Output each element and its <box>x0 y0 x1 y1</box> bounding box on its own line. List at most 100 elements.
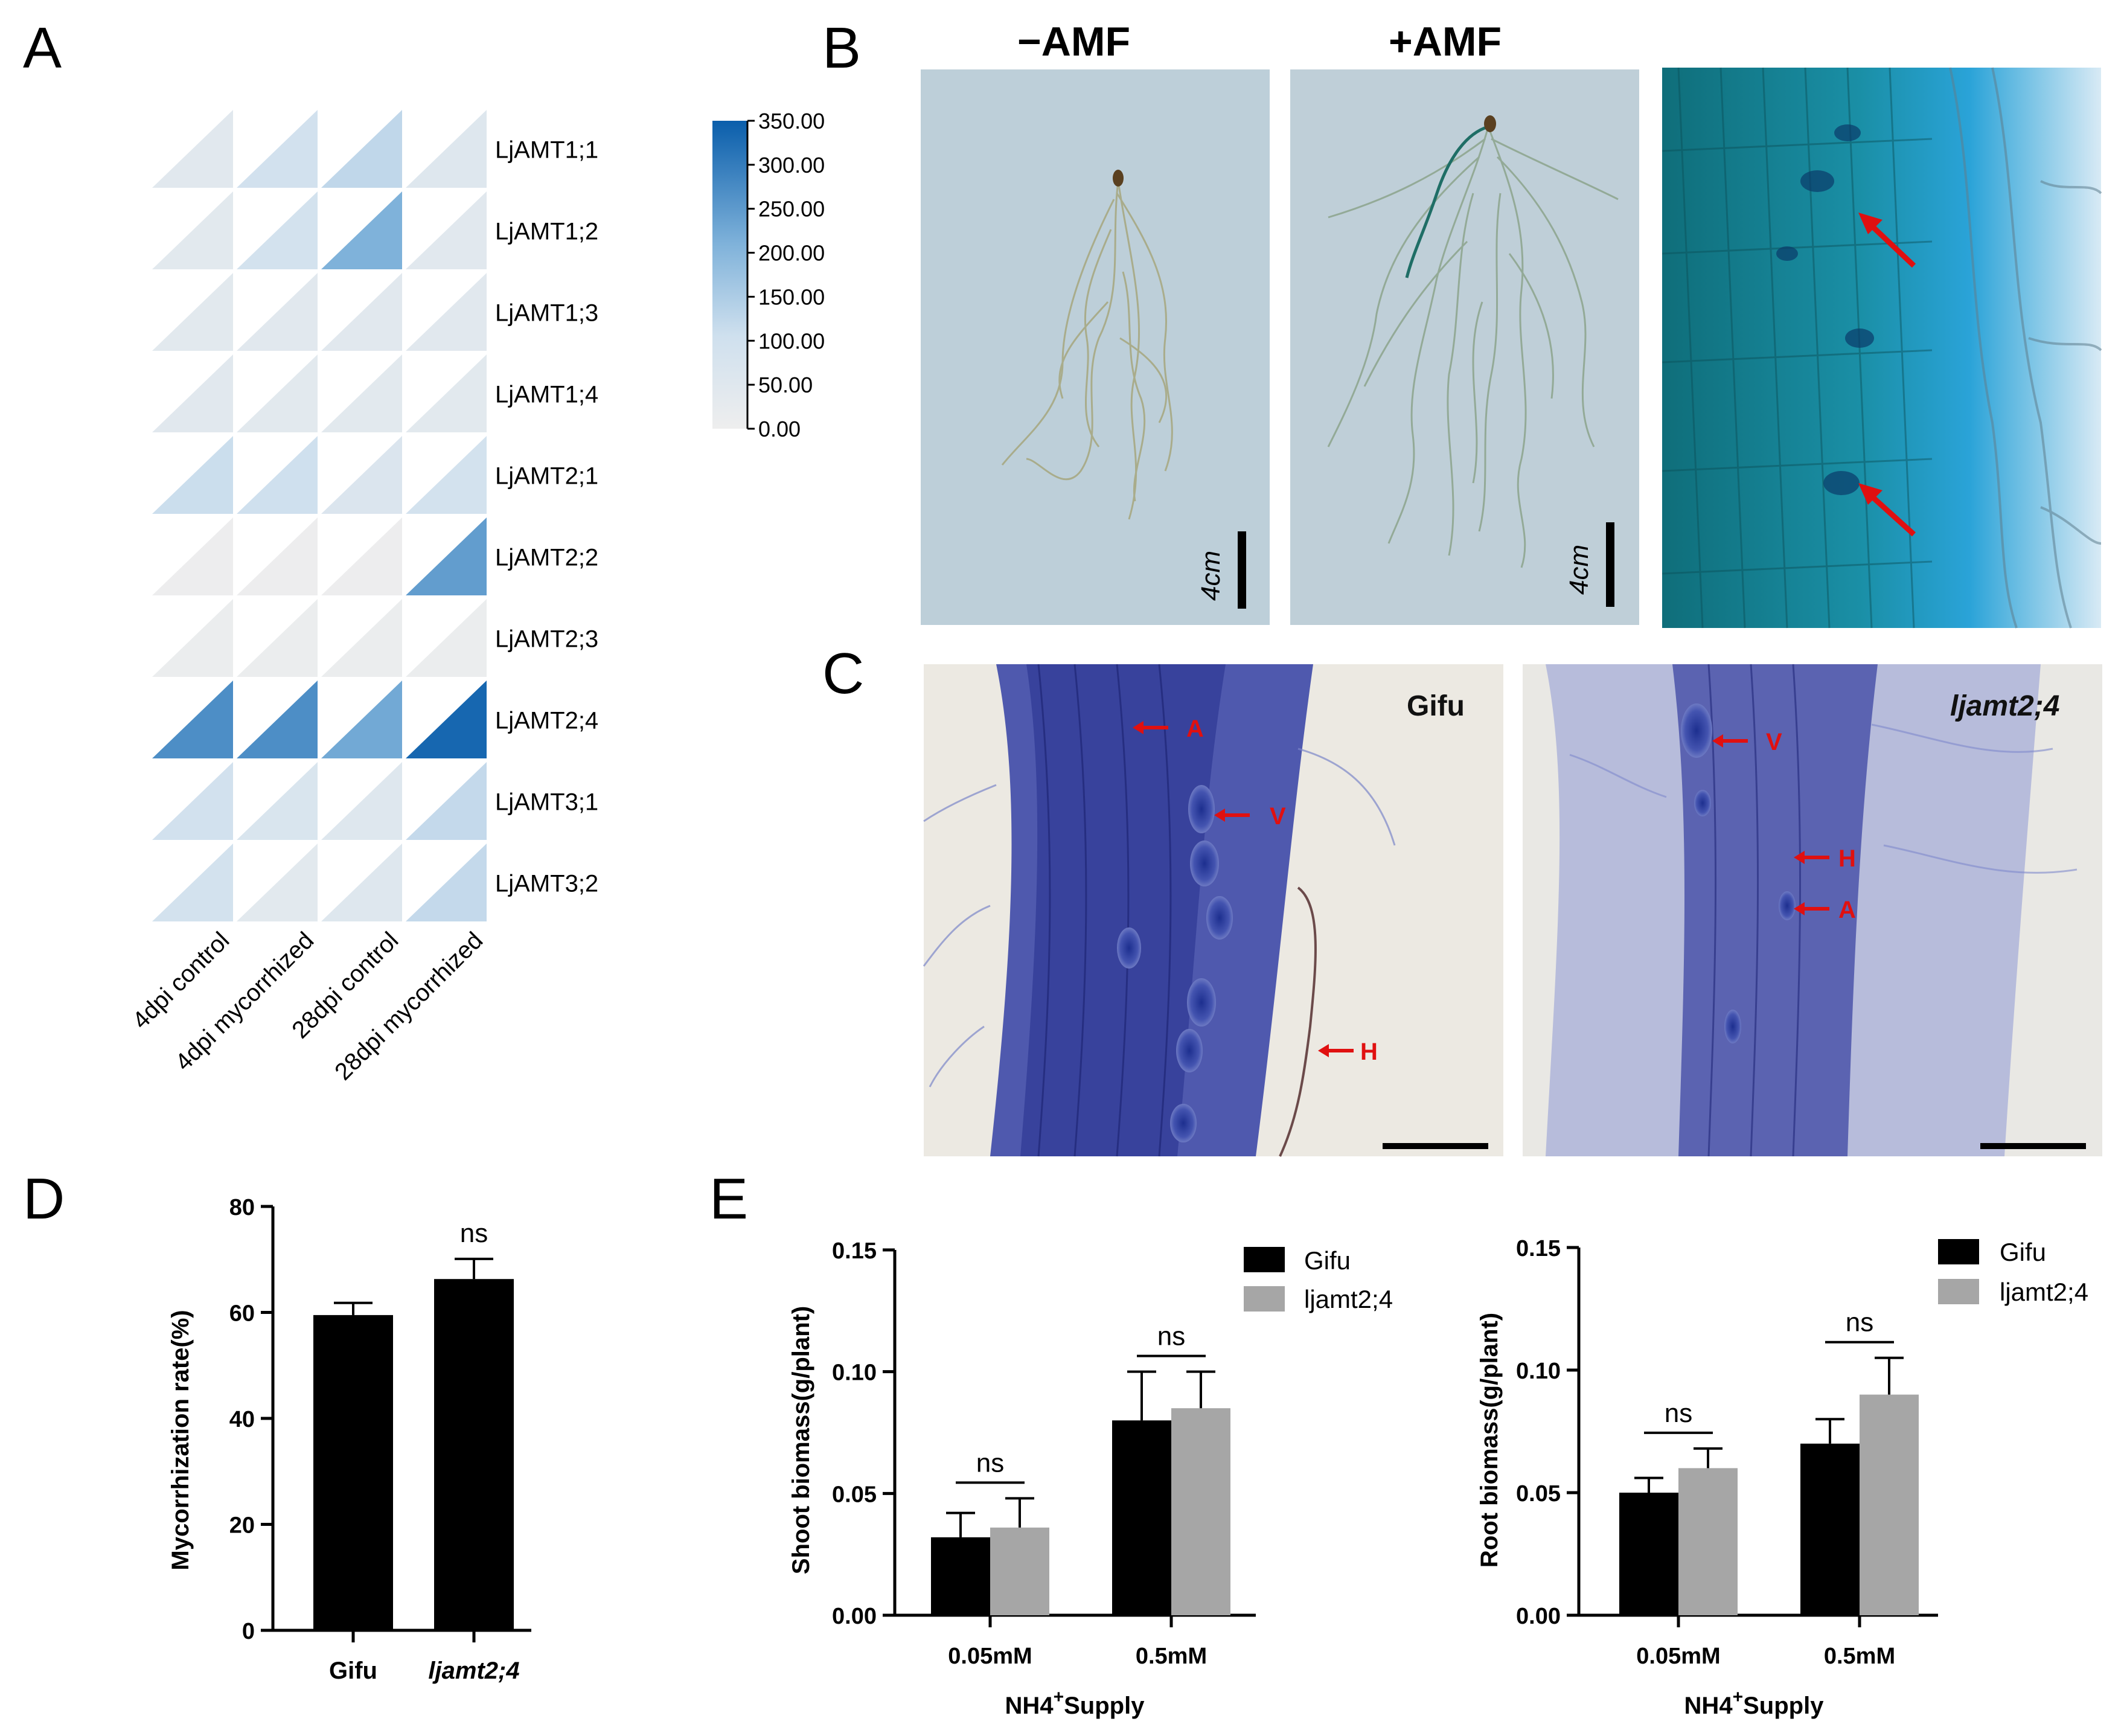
heatmap-cell <box>237 681 318 758</box>
heatmap-cell <box>406 191 487 269</box>
heatmap-cell <box>321 273 402 351</box>
gene-label: LjAMT2;1 <box>495 463 598 490</box>
heatmap-cell <box>321 517 402 595</box>
colorbar-gradient <box>712 121 747 429</box>
red-arrow <box>1858 483 1916 537</box>
marker-arrow: V <box>1712 729 1782 755</box>
heatmap-cell <box>237 354 318 432</box>
heatmap-cell <box>321 110 402 188</box>
heatmap-cell <box>152 354 233 432</box>
marker-arrow: A <box>1133 716 1204 742</box>
colorbar-tick-label: 300.00 <box>758 153 825 178</box>
heatmap-cell <box>237 273 318 351</box>
bar <box>434 1279 514 1630</box>
y-tick-label: 0.10 <box>1516 1359 1561 1384</box>
gene-label: LjAMT1;4 <box>495 382 598 408</box>
panel-label-d: D <box>23 1167 65 1231</box>
heatmap-cell <box>237 762 318 840</box>
heatmap-cell <box>152 762 233 840</box>
colorbar-ticks: 350.00 300.00 250.00 200.00 150.00 100.00 50.0… <box>746 109 825 441</box>
e-left-xlabel: NH4+Supply <box>1005 1687 1145 1719</box>
minus-amf-label: −AMF <box>1017 19 1130 65</box>
y-tick-label: 0.15 <box>832 1238 877 1264</box>
scale-bar <box>1980 1143 2086 1149</box>
legend-label-ljamt24: ljamt2;4 <box>2000 1278 2088 1306</box>
colorbar: 350.00 300.00 250.00 200.00 150.00 100.00 50.0… <box>712 109 825 441</box>
gene-label: LjAMT2;4 <box>495 708 598 734</box>
heatmap-cell <box>406 110 487 188</box>
heatmap-cell <box>321 762 402 840</box>
colorbar-tick-label: 200.00 <box>758 241 825 266</box>
marker-arrow: H <box>1794 845 1856 872</box>
y-tick-label: 0 <box>242 1619 255 1644</box>
condition-label: 4dpi mycorrhized <box>170 927 319 1075</box>
scale-label-minus: 4cm <box>1196 551 1226 601</box>
heatmap-cell <box>406 273 487 351</box>
heatmap-cell <box>321 191 402 269</box>
legend-swatch-ljamt24 <box>1938 1279 1979 1304</box>
gene-label: LjAMT1;1 <box>495 137 598 164</box>
condition-label: 28dpi mycorrhized <box>330 927 488 1085</box>
y-tick-label: 0.00 <box>832 1604 877 1629</box>
legend-label-gifu: Gifu <box>1304 1246 1351 1275</box>
significance-label: ns <box>460 1219 488 1248</box>
legend-label-gifu: Gifu <box>2000 1238 2046 1266</box>
heatmap-cell <box>406 354 487 432</box>
legend-swatch-gifu <box>1244 1247 1285 1272</box>
y-tick-label: 60 <box>229 1301 255 1327</box>
red-arrow <box>1858 213 1916 268</box>
scale-bar-plus: 4cm <box>1564 522 1614 607</box>
gene-label: LjAMT3;2 <box>495 871 598 897</box>
heatmap-cell <box>406 599 487 677</box>
e-left-ylabel: Shoot biomass(g/plant) <box>788 1306 814 1574</box>
scale-label-plus: 4cm <box>1564 545 1594 595</box>
d-xtick-ljamt24: ljamt2;4 <box>428 1658 519 1684</box>
marker-arrow: H <box>1318 1039 1378 1065</box>
photo-plus-amf: 4cm <box>1290 69 1639 625</box>
marker-label: V <box>1766 729 1782 755</box>
y-tick-label: 0.05 <box>832 1482 877 1507</box>
photo-minus-amf: 4cm <box>921 69 1270 625</box>
heatmap-cell <box>152 273 233 351</box>
d-ylabel: Mycorrhization rate(%) <box>167 1310 194 1570</box>
plus-amf-label: +AMF <box>1389 19 1502 65</box>
panel-label-c: C <box>822 641 864 706</box>
bar <box>990 1527 1049 1615</box>
legend-root: Gifu ljamt2;4 <box>1938 1238 2088 1306</box>
bar <box>1112 1420 1171 1615</box>
heatmap-cell <box>152 110 233 188</box>
colorbar-tick-label: 250.00 <box>758 197 825 222</box>
marker-label: H <box>1838 845 1856 872</box>
ljamt24-photo-label: ljamt2;4 <box>1950 690 2059 722</box>
heatmap-cell <box>321 436 402 514</box>
bar <box>1678 1468 1738 1615</box>
heatmap-cell <box>321 681 402 758</box>
marker-label: A <box>1838 897 1856 923</box>
y-tick-label: 0.00 <box>1516 1604 1561 1629</box>
bar <box>313 1315 393 1630</box>
heatmap-cell <box>152 844 233 921</box>
heatmap-cell <box>237 599 318 677</box>
legend-label-ljamt24: ljamt2;4 <box>1304 1285 1393 1313</box>
heatmap <box>152 110 487 921</box>
heatmap-cell <box>237 844 318 921</box>
panel-label-a: A <box>23 16 62 80</box>
y-tick-label: 0.15 <box>1516 1236 1561 1261</box>
colorbar-tick-label: 50.00 <box>758 373 813 397</box>
y-tick-label: 80 <box>229 1195 255 1220</box>
scale-bar-minus: 4cm <box>1196 531 1246 609</box>
significance-label: ns <box>1665 1398 1692 1428</box>
chart-shoot-biomass: 0.00 0.05 0.10 0.15 0.05mM ns 0.5mM ns <box>832 1238 1256 1669</box>
heatmap-cell <box>152 681 233 758</box>
y-tick-label: 0.10 <box>832 1360 877 1386</box>
significance-label: ns <box>1157 1322 1185 1351</box>
significance-label: ns <box>1846 1308 1873 1337</box>
marker-arrow: V <box>1214 803 1286 830</box>
marker-label: V <box>1270 803 1286 830</box>
photo-gifu-micrograph: Gifu A V H <box>923 664 1503 1157</box>
x-tick-label: 0.5mM <box>1136 1644 1207 1669</box>
gene-label: LjAMT2;2 <box>495 545 598 571</box>
colorbar-tick-label: 100.00 <box>758 328 825 353</box>
heatmap-cell <box>237 517 318 595</box>
